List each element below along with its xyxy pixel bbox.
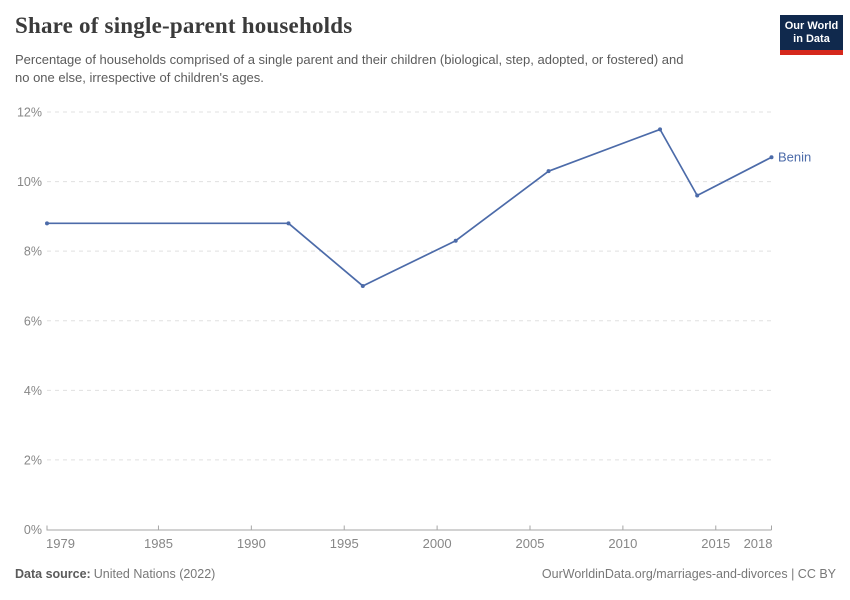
x-axis-tick-label: 1985 [144,536,173,551]
x-axis-tick-label: 2005 [516,536,545,551]
data-point-marker [546,169,551,174]
data-point-marker [695,193,700,198]
y-axis-tick-label: 6% [24,314,42,328]
y-axis-tick-label: 0% [24,523,42,537]
x-axis-tick-label: 2010 [608,536,637,551]
y-axis-tick-label: 8% [24,245,42,259]
data-point-marker [360,283,365,288]
x-axis-tick-label: 1990 [237,536,266,551]
series-end-label: Benin [778,150,811,165]
x-axis-tick-label: 2015 [701,536,730,551]
data-source-value: United Nations (2022) [93,567,216,581]
y-axis-tick-label: 10% [17,175,42,189]
chart-footer: Data source: United Nations (2022) OurWor… [15,566,836,582]
credit-link[interactable]: OurWorldinData.org/marriages-and-divorce… [541,567,836,581]
data-point-marker [45,221,49,226]
data-point-marker [769,155,774,160]
x-axis-tick-label: 2018 [744,536,773,551]
y-axis-tick-label: 4% [24,384,42,398]
data-point-marker [453,238,458,243]
series-line [46,128,773,287]
owid-logo-line2: in Data [793,32,830,45]
y-axis-tick-label: 12% [17,106,42,120]
data-source: Data source: United Nations (2022) [15,566,215,582]
x-axis-tick-label: 1979 [46,536,75,551]
owid-logo-line1: Our World [784,19,839,32]
data-point-marker [286,221,291,226]
chart-subtitle: Percentage of households comprised of a … [15,52,684,85]
data-point-marker [658,127,663,132]
chart-title: Share of single-parent households [15,13,353,38]
data-source-label: Data source: [15,567,91,581]
y-axis-tick-label: 2% [24,453,42,467]
x-axis-tick-label: 1995 [330,536,359,551]
owid-logo[interactable]: Our World in Data [780,15,843,55]
x-axis-tick-label: 2000 [423,536,452,551]
